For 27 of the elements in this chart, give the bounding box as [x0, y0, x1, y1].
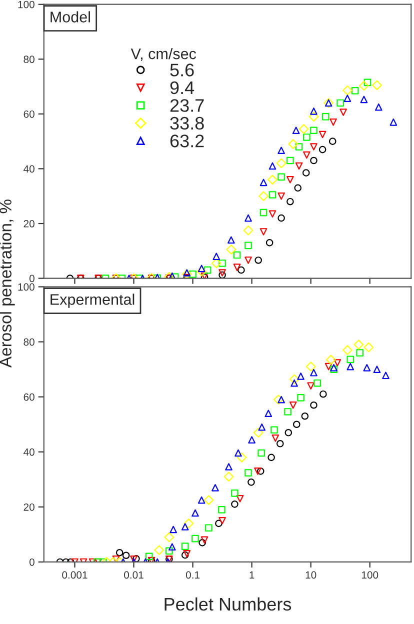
- legend-label: 5.6: [170, 64, 194, 76]
- y-tick-label: 60: [24, 393, 34, 401]
- x-axis-title: Peclet Numbers: [164, 597, 292, 611]
- legend-label: 9.4: [170, 81, 194, 94]
- legend-title: V, cm/sec: [130, 48, 196, 62]
- y-tick-label: 0: [29, 274, 34, 282]
- x-tick-label: 100: [362, 571, 378, 579]
- x-tick-label: 0.1: [186, 571, 200, 579]
- x-tick-label: 1: [250, 571, 254, 579]
- annotation: Expermental: [50, 294, 134, 308]
- y-tick-label: 40: [24, 165, 34, 173]
- y-tick-label: 100: [18, 283, 34, 291]
- x-tick-label: 0.001: [62, 571, 88, 579]
- y-tick-label: 80: [24, 338, 34, 346]
- y-tick-label: 40: [24, 448, 34, 456]
- y-tick-label: 0: [29, 558, 34, 566]
- annotation: Model: [50, 11, 90, 22]
- y-tick-label: 80: [24, 56, 34, 64]
- y-tick-label: 20: [24, 220, 34, 228]
- y-tick-label: 20: [24, 503, 34, 511]
- legend-label: 63.2: [170, 134, 204, 148]
- legend-label: 33.8: [170, 116, 204, 130]
- y-tick-label: 60: [24, 110, 34, 118]
- x-tick-label: 0.01: [124, 571, 144, 579]
- legend-label: 23.7: [170, 99, 204, 112]
- y-tick-label: 100: [18, 0, 34, 8]
- x-tick-label: 10: [306, 571, 316, 579]
